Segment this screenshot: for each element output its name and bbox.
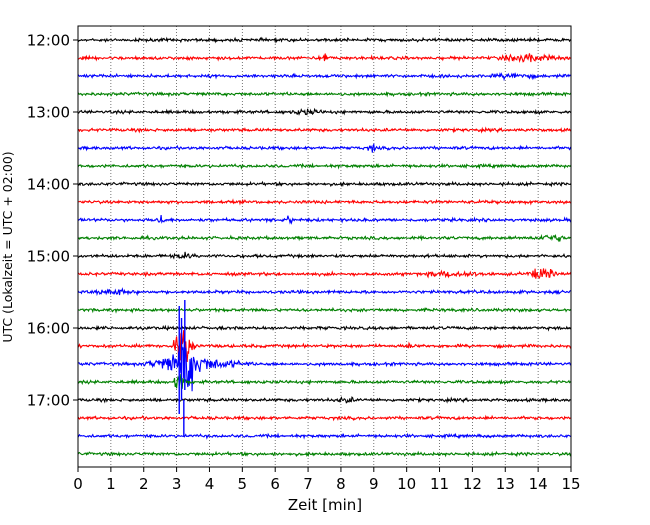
seismic-trace-1545 [77,306,572,314]
seismic-trace-1730 [77,432,572,440]
seismic-trace-1345 [77,162,572,170]
x-tick-label: 10 [397,475,416,493]
x-axis-label: Zeit [min] [288,496,362,514]
seismic-trace-1400 [77,180,572,188]
x-tick-label: 3 [172,475,182,493]
x-tick-label: 5 [238,475,248,493]
seismic-trace-1445 [77,233,572,243]
y-axis-label: UTC (Lokalzeit = UTC + 02:00) [0,151,15,342]
seismic-trace-1245 [77,90,572,98]
y-tick-label: 15:00 [27,248,70,266]
trace-layer [77,36,572,458]
x-tick-label: 15 [561,475,580,493]
seismic-trace-1230 [77,72,572,82]
x-ticks: 0 1 2 3 4 5 6 7 8 9 10 11 12 13 14 15 [73,467,581,493]
plot-frame [77,25,572,468]
x-tick-label: 6 [270,475,280,493]
seismic-trace-1500 [77,251,572,260]
seismic-trace-1330 [77,142,572,153]
y-tick-label: 13:00 [27,104,70,122]
y-tick-label: 14:00 [27,176,70,194]
x-tick-label: 2 [139,475,149,493]
x-tick-label: 14 [529,475,548,493]
seismic-trace-1415 [77,198,572,206]
x-tick-label: 7 [303,475,313,493]
y-tick-label: 16:00 [27,320,70,338]
seismic-trace-1315 [77,126,572,134]
x-tick-label: 0 [73,475,83,493]
seismic-trace-1715 [77,414,572,422]
seismic-trace-1600 [77,324,572,332]
seismic-trace-1200 [77,36,572,44]
x-tick-label: 1 [106,475,116,493]
seismic-trace-1215 [77,53,572,64]
x-tick-label: 13 [496,475,515,493]
seismic-trace-1645 [77,373,572,389]
x-tick-label: 12 [463,475,482,493]
seismic-trace-1615 [77,330,572,363]
x-tick-label: 4 [205,475,215,493]
seismic-trace-1430 [77,215,572,225]
y-tick-label: 12:00 [27,32,70,50]
seismic-trace-1630 [77,338,572,392]
x-tick-label: 8 [336,475,346,493]
axes-layer [77,25,572,468]
x-tick-label: 11 [430,475,449,493]
seismic-trace-1300 [77,107,572,116]
seismic-trace-1530 [77,287,572,297]
seismic-trace-1700 [77,396,572,404]
y-ticks: 12:00 13:00 14:00 15:00 16:00 17:00 [27,32,78,410]
seismic-trace-1515 [77,268,572,280]
y-tick-label: 17:00 [27,392,70,410]
seismic-trace-1745 [77,450,572,458]
x-tick-label: 9 [369,475,379,493]
